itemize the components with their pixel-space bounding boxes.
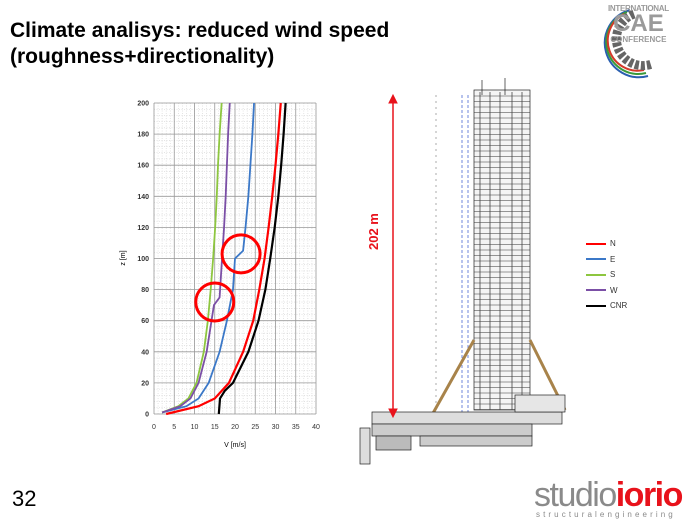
- highlight-circle: [220, 233, 262, 275]
- title-line-2: (roughness+directionality): [10, 45, 275, 68]
- legend-item-cnr: CNR: [586, 298, 627, 314]
- y-tick-label: 100: [137, 256, 149, 263]
- cae-line2: CAE: [613, 10, 664, 37]
- y-tick-label: 60: [141, 318, 149, 325]
- y-tick-label: 20: [141, 380, 149, 387]
- series-line-e: [161, 102, 255, 414]
- x-tick-label: 35: [292, 424, 300, 431]
- y-tick-label: 160: [137, 163, 149, 170]
- y-tick-label: 180: [137, 132, 149, 139]
- title-line-1: Climate analisys: reduced wind speed: [10, 19, 390, 42]
- logo-part2: iorio: [615, 476, 684, 514]
- y-tick-label: 0: [145, 412, 149, 419]
- legend-label: CNR: [610, 301, 628, 311]
- x-tick-label: 20: [231, 424, 239, 431]
- legend-swatch: [586, 258, 606, 261]
- legend-swatch: [586, 304, 606, 307]
- series-line-s: [161, 102, 223, 414]
- y-tick-label: 200: [137, 101, 149, 108]
- legend-item-w: W: [586, 283, 627, 299]
- cae-logo-icon: [603, 9, 654, 79]
- building-height-arrow: [388, 93, 398, 419]
- logo-part1: studio: [534, 476, 617, 514]
- x-tick-label: 40: [312, 424, 320, 431]
- chart-ticks: 0 5 10 15 20 25 30 35 40 0 20 40 60 80 100 120 140 160 180…: [137, 101, 320, 432]
- x-tick-label: 25: [251, 424, 259, 431]
- slide-title: Climate analisys: reduced wind speed (ro…: [10, 18, 389, 70]
- x-axis-label: V [m/s]: [224, 442, 246, 449]
- legend-swatch: [586, 289, 606, 292]
- building-section-drawing: [359, 78, 567, 465]
- chart-legend: N E S W CNR: [586, 236, 627, 314]
- series-line-n: [165, 102, 282, 416]
- legend-label: N: [610, 239, 616, 249]
- x-tick-label: 0: [152, 424, 156, 431]
- legend-swatch: [586, 242, 606, 245]
- legend-label: S: [610, 270, 616, 280]
- x-tick-label: 5: [172, 424, 176, 431]
- legend-label: W: [610, 285, 618, 295]
- y-tick-label: 80: [141, 287, 149, 294]
- studio-iorio-logo: studioiorio: [534, 476, 684, 514]
- y-tick-label: 140: [137, 194, 149, 201]
- chart-series: [161, 102, 287, 416]
- highlight-circle: [194, 281, 236, 323]
- series-line-w: [161, 102, 231, 414]
- cae-logo-text: INTERNATIONAL CAE CONFERENCE: [608, 4, 669, 44]
- y-tick-label: 120: [137, 225, 149, 232]
- logo-subtitle: structuralengineering: [536, 510, 676, 519]
- legend-label: E: [610, 254, 616, 264]
- cae-line1: INTERNATIONAL: [608, 4, 669, 13]
- cae-line3: CONFERENCE: [610, 35, 667, 44]
- legend-item-n: N: [586, 236, 627, 252]
- series-line-cnr: [217, 102, 287, 415]
- legend-swatch: [586, 273, 606, 276]
- chart-annotations: [194, 233, 262, 323]
- x-tick-label: 30: [272, 424, 280, 431]
- chart-grid: [153, 102, 317, 415]
- legend-item-e: E: [586, 252, 627, 268]
- x-tick-label: 10: [191, 424, 199, 431]
- x-tick-label: 15: [211, 424, 219, 431]
- building-height-label: 202 m: [366, 213, 381, 250]
- legend-item-s: S: [586, 267, 627, 283]
- y-tick-label: 40: [141, 349, 149, 356]
- page-number: 32: [12, 486, 37, 511]
- y-axis-label: z [m]: [120, 250, 127, 265]
